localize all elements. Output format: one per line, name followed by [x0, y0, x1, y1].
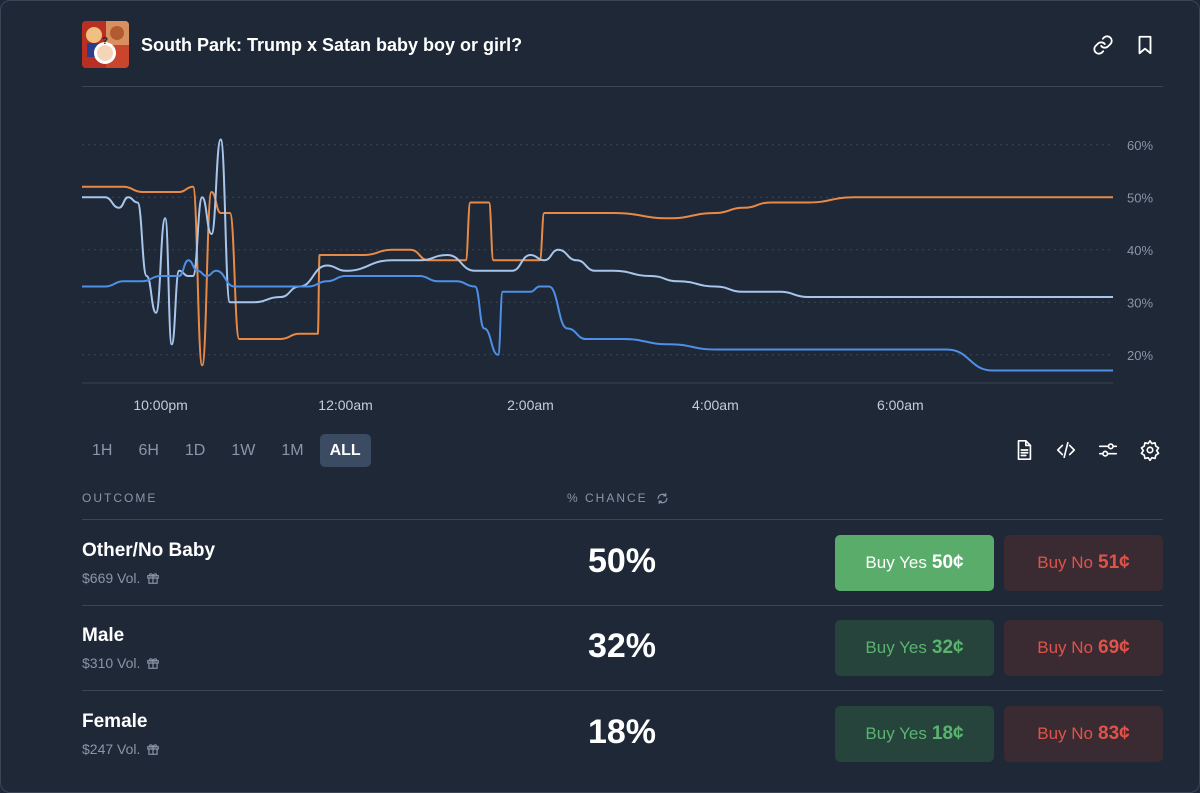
gift-icon[interactable]	[146, 571, 160, 585]
buy-yes-button[interactable]: Buy Yes 50¢	[835, 535, 994, 591]
range-1m-button[interactable]: 1M	[281, 441, 304, 459]
y-tick-label: 20%	[1127, 348, 1153, 363]
buy-yes-price: 18¢	[931, 723, 964, 744]
sliders-icon[interactable]	[1097, 439, 1119, 461]
table-header-divider	[82, 519, 1163, 520]
buy-yes-label: Buy Yes	[865, 553, 927, 572]
outcome-row-female: Female $247 Vol. 18% Buy Yes 18¢ Buy No 83…	[82, 691, 1163, 777]
chart-toolbar	[1013, 439, 1161, 461]
refresh-icon[interactable]	[656, 492, 669, 505]
series-line-male	[81, 138, 1113, 346]
chance-column-label: % CHANCE	[567, 491, 648, 505]
buy-no-button[interactable]: Buy No 51¢	[1004, 535, 1163, 591]
range-1d-button[interactable]: 1D	[184, 441, 206, 459]
row-divider	[82, 605, 1163, 606]
outcome-chance: 32%	[587, 627, 657, 665]
range-1h-button[interactable]: 1H	[92, 441, 113, 459]
buy-no-label: Buy No	[1037, 638, 1094, 657]
outcome-name: Female	[82, 711, 148, 732]
volume-text: $310 Vol.	[82, 655, 141, 671]
code-icon[interactable]	[1055, 439, 1077, 461]
buy-no-price: 69¢	[1098, 637, 1130, 658]
bookmark-icon[interactable]	[1134, 34, 1156, 56]
buy-no-button[interactable]: Buy No 69¢	[1004, 620, 1163, 676]
buy-yes-label: Buy Yes	[865, 724, 927, 743]
market-thumbnail: ?	[82, 21, 129, 68]
outcome-volume: $247 Vol.	[82, 741, 160, 757]
document-icon[interactable]	[1013, 439, 1035, 461]
volume-text: $669 Vol.	[82, 570, 141, 586]
buy-yes-label: Buy Yes	[865, 638, 927, 657]
outcome-name: Male	[82, 625, 125, 646]
buy-yes-button[interactable]: Buy Yes 32¢	[835, 620, 994, 676]
header-divider	[82, 86, 1163, 87]
outcome-name: Other/No Baby	[82, 540, 216, 561]
outcome-chance: 18%	[587, 713, 657, 751]
gift-icon[interactable]	[146, 656, 160, 670]
buy-no-label: Buy No	[1037, 724, 1094, 743]
x-tick-label: 6:00am	[877, 397, 924, 413]
buy-yes-price: 50¢	[931, 552, 964, 573]
row-divider	[82, 690, 1163, 691]
buy-yes-button[interactable]: Buy Yes 18¢	[835, 706, 994, 762]
x-tick-label: 4:00am	[692, 397, 739, 413]
series-line-female	[82, 259, 1113, 372]
y-tick-label: 50%	[1127, 190, 1153, 205]
buy-no-price: 51¢	[1098, 552, 1130, 573]
series-line-other-no-baby	[82, 185, 1113, 367]
x-tick-label: 12:00am	[318, 397, 372, 413]
outcome-row-other: Other/No Baby $669 Vol. 50% Buy Yes 50¢ B…	[82, 520, 1163, 606]
buy-yes-price: 32¢	[931, 637, 964, 658]
link-icon[interactable]	[1092, 34, 1114, 56]
buy-no-price: 83¢	[1098, 723, 1130, 744]
x-tick-label: 10:00pm	[133, 397, 187, 413]
outcome-volume: $310 Vol.	[82, 655, 160, 671]
x-tick-label: 2:00am	[507, 397, 554, 413]
buy-no-label: Buy No	[1037, 553, 1094, 572]
range-6h-button[interactable]: 6H	[138, 441, 159, 459]
outcome-volume: $669 Vol.	[82, 570, 160, 586]
y-tick-label: 30%	[1127, 295, 1153, 310]
price-chart[interactable]: 20% 30% 40% 50% 60% 10:00pm 12:00am 2:00am 4:00…	[1, 91, 1200, 421]
gear-icon[interactable]	[1139, 439, 1161, 461]
chance-column-header: % CHANCE	[567, 491, 669, 505]
buy-no-button[interactable]: Buy No 83¢	[1004, 706, 1163, 762]
outcome-row-male: Male $310 Vol. 32% Buy Yes 32¢ Buy No 69¢	[82, 605, 1163, 691]
market-title: South Park: Trump x Satan baby boy or gi…	[141, 35, 523, 55]
outcome-chance: 50%	[587, 542, 657, 580]
time-range-selector: 1H 6H 1D 1W 1M ALL	[82, 434, 371, 467]
volume-text: $247 Vol.	[82, 741, 141, 757]
svg-text:?: ?	[102, 36, 108, 47]
range-1w-button[interactable]: 1W	[231, 441, 256, 459]
gift-icon[interactable]	[146, 742, 160, 756]
range-all-button[interactable]: ALL	[319, 434, 371, 467]
y-tick-label: 60%	[1127, 138, 1153, 153]
y-tick-label: 40%	[1127, 243, 1153, 258]
outcome-column-header: OUTCOME	[82, 491, 158, 505]
market-header: ? South Park: Trump x Satan baby boy or …	[82, 21, 1163, 69]
